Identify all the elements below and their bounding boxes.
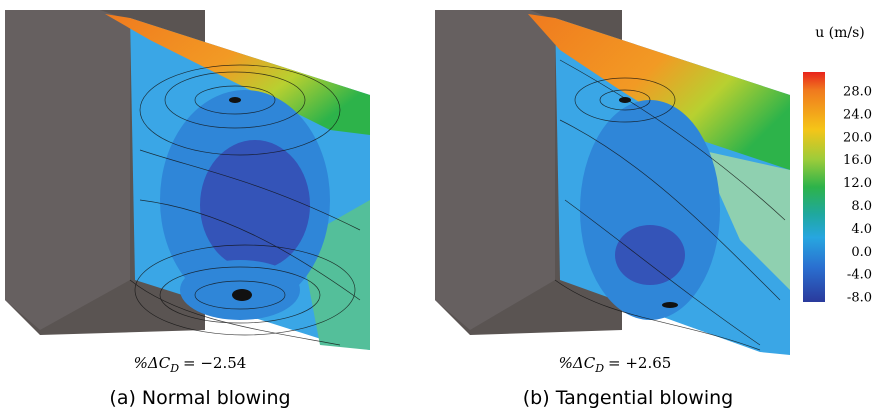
streamlines	[129, 64, 361, 346]
low-velocity	[200, 140, 310, 270]
colorbar-tick-label: 20.0	[843, 130, 872, 145]
panel-b	[435, 10, 790, 355]
panel-a	[5, 10, 370, 350]
high-velocity	[528, 14, 790, 170]
colorbar-tick-label: 12.0	[843, 176, 872, 191]
colorbar-tick-label: 4.0	[851, 222, 872, 237]
colorbar-tick-label: -4.0	[847, 268, 872, 283]
streamlines	[554, 59, 786, 351]
high-velocity	[700, 150, 790, 290]
vortex-core	[229, 97, 241, 103]
colorbar-tick-label: 28.0	[843, 85, 872, 100]
caption: (b) Tangential blowing	[523, 387, 733, 409]
low-velocity	[580, 100, 720, 320]
colorbar-tick-label: -8.0	[847, 291, 872, 306]
low-velocity	[615, 225, 685, 285]
colorbar-tick-label: 0.0	[851, 245, 872, 260]
colorbar	[803, 72, 825, 302]
metric: %ΔCD = +2.65	[559, 354, 672, 375]
metric: %ΔCD = −2.54	[134, 354, 247, 375]
vortex-core	[619, 97, 631, 103]
wall-face	[435, 10, 555, 330]
vortex-core	[232, 289, 252, 301]
wall-face	[5, 10, 130, 330]
colorbar-tick-label: 24.0	[843, 107, 872, 122]
vortex-core	[662, 302, 678, 308]
colorbar-label: u (m/s)	[815, 25, 865, 41]
colorbar-tick-label: 16.0	[843, 153, 872, 168]
colorbar-tick-label: 8.0	[851, 199, 872, 214]
caption: (a) Normal blowing	[109, 387, 290, 409]
